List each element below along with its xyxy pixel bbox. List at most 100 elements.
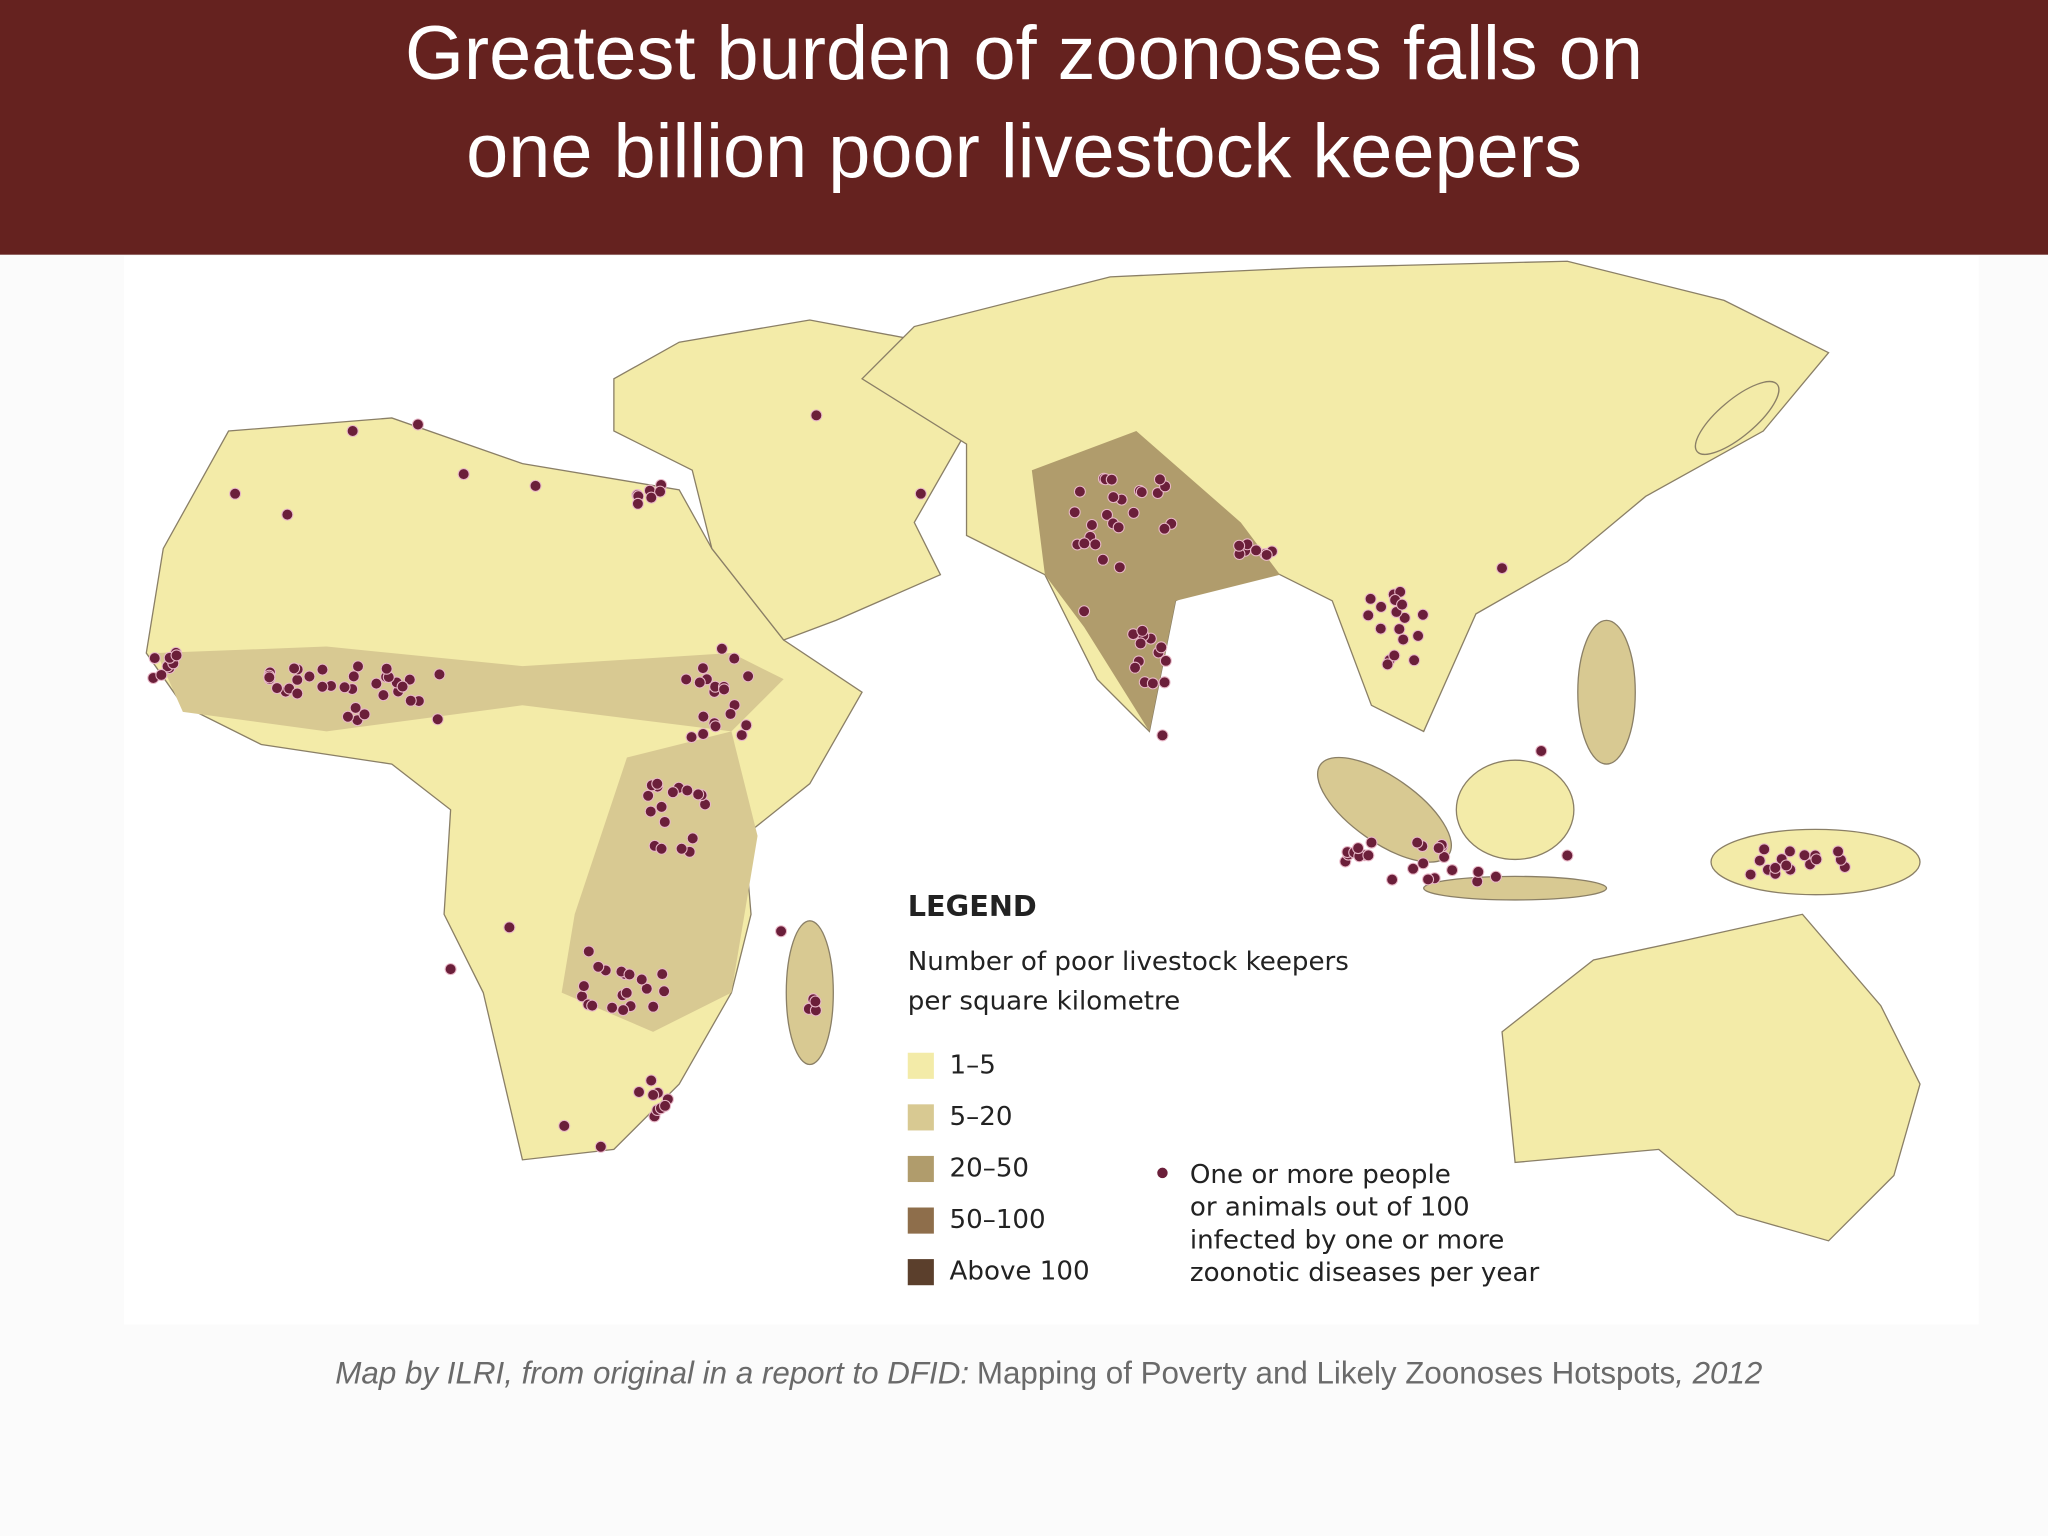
hotspot-dot bbox=[685, 731, 698, 744]
hotspot-dot bbox=[1365, 836, 1378, 849]
hotspot-dot bbox=[351, 660, 365, 673]
hotspot-dot bbox=[1096, 553, 1109, 566]
hotspot-dot bbox=[1158, 522, 1171, 535]
hotspot-dot bbox=[681, 784, 694, 797]
hotspot-dot bbox=[1381, 658, 1394, 671]
hotspot-dot bbox=[1393, 623, 1406, 636]
legend: LEGEND Number of poor livestock keepers … bbox=[907, 889, 1539, 1288]
legend-swatch bbox=[907, 1052, 934, 1079]
hotspot-dot bbox=[444, 963, 457, 976]
hotspot-dot bbox=[1100, 508, 1113, 521]
hotspot-dot bbox=[1758, 843, 1771, 856]
hotspot-dot bbox=[692, 788, 705, 801]
hotspot-dot bbox=[1769, 861, 1782, 874]
hotspot-dot bbox=[411, 418, 424, 431]
hotspot-dot bbox=[271, 682, 284, 695]
hotspot-dot bbox=[659, 1099, 672, 1112]
hotspot-dot bbox=[1407, 862, 1420, 875]
hotspot-dot bbox=[1135, 486, 1148, 499]
hotspot-dot bbox=[1085, 518, 1098, 531]
hotspot-dot bbox=[1375, 600, 1388, 613]
hotspot-dot bbox=[582, 945, 595, 958]
legend-swatch bbox=[907, 1259, 934, 1286]
hotspot-dot bbox=[666, 786, 679, 799]
legend-label: 50–100 bbox=[950, 1205, 1046, 1235]
hotspot-dot bbox=[349, 701, 362, 714]
hotspot-dot bbox=[1362, 849, 1375, 862]
hotspot-dot bbox=[1159, 654, 1172, 667]
hotspot-dot bbox=[1151, 487, 1164, 500]
hotspot-dot bbox=[431, 713, 444, 726]
hotspot-dot bbox=[358, 708, 371, 721]
map bbox=[145, 260, 1921, 1242]
hotspot-dot bbox=[640, 982, 653, 995]
hotspot-dot bbox=[735, 729, 748, 742]
hotspot-dot bbox=[1158, 676, 1171, 689]
legend-label: Above 100 bbox=[950, 1257, 1090, 1287]
legend-swatch bbox=[907, 1155, 934, 1183]
hotspot-dot bbox=[341, 710, 354, 723]
madagascar bbox=[785, 920, 834, 1066]
hotspot-dots bbox=[147, 409, 1851, 1153]
hotspot-dot bbox=[693, 676, 706, 689]
hotspot-dot bbox=[656, 968, 669, 981]
hotspot-dot bbox=[675, 842, 688, 855]
hotspot-dot bbox=[647, 1088, 660, 1101]
hotspot-dot bbox=[577, 980, 590, 993]
hotspot-dot bbox=[1422, 873, 1435, 886]
hotspot-dot bbox=[291, 673, 304, 686]
hotspot-dot bbox=[1112, 521, 1125, 534]
japan bbox=[1694, 380, 1780, 455]
legend-dot-note: One or more people bbox=[1190, 1160, 1451, 1190]
borneo bbox=[1455, 759, 1575, 861]
hotspot-dot bbox=[346, 425, 359, 438]
hotspot-dot bbox=[586, 999, 599, 1012]
hotspot-dot bbox=[1134, 637, 1147, 650]
hotspot-dot bbox=[631, 497, 644, 510]
hotspot-dot bbox=[1396, 598, 1409, 611]
hotspot-dot bbox=[623, 968, 636, 981]
hotspot-dot bbox=[558, 1119, 571, 1132]
legend-dot bbox=[1157, 1167, 1168, 1179]
hotspot-dot bbox=[1127, 506, 1140, 519]
hotspot-dot bbox=[1832, 845, 1845, 858]
legend-label: 1–5 bbox=[950, 1050, 996, 1080]
hotspot-dot bbox=[654, 485, 667, 498]
hotspot-dot bbox=[655, 800, 668, 813]
hotspot-dot bbox=[148, 652, 161, 665]
hotspot-dot bbox=[715, 642, 728, 655]
hotspot-dot bbox=[914, 487, 927, 500]
hotspot-dot bbox=[396, 680, 409, 693]
hotspot-dot bbox=[655, 842, 668, 855]
hotspot-dot bbox=[620, 986, 633, 999]
hotspot-dot bbox=[680, 673, 693, 686]
sahel-shading bbox=[156, 646, 784, 732]
hotspot-dot bbox=[1397, 633, 1410, 646]
hotspot-dot bbox=[1155, 641, 1168, 654]
hotspot-dot bbox=[303, 670, 316, 683]
hotspot-dot bbox=[370, 677, 383, 690]
hotspot-dot bbox=[742, 670, 755, 683]
hotspot-dot bbox=[316, 663, 329, 676]
hotspot-dot bbox=[503, 921, 516, 934]
hotspot-dot bbox=[1078, 537, 1091, 550]
hotspot-dot bbox=[1156, 729, 1169, 742]
hotspot-dot bbox=[1129, 661, 1142, 674]
hotspot-dot bbox=[1107, 491, 1120, 504]
caption-part: , 2012 bbox=[1675, 1356, 1762, 1391]
hotspot-dot bbox=[403, 673, 416, 686]
hotspot-dot bbox=[1561, 849, 1574, 862]
hotspot-dot bbox=[229, 487, 242, 500]
hotspot-dot bbox=[1136, 624, 1149, 637]
hotspot-dot bbox=[347, 670, 360, 683]
hotspot-dot bbox=[288, 662, 301, 675]
hotspot-dot bbox=[644, 805, 657, 818]
australia bbox=[1501, 913, 1921, 1242]
hotspot-dot bbox=[457, 468, 470, 481]
java bbox=[1423, 875, 1608, 901]
legend-subtitle: per square kilometre bbox=[908, 986, 1180, 1016]
hotspot-dot bbox=[658, 985, 671, 998]
hotspot-dot bbox=[697, 727, 710, 740]
hotspot-dot bbox=[1078, 605, 1091, 618]
hotspot-dot bbox=[1386, 873, 1399, 886]
